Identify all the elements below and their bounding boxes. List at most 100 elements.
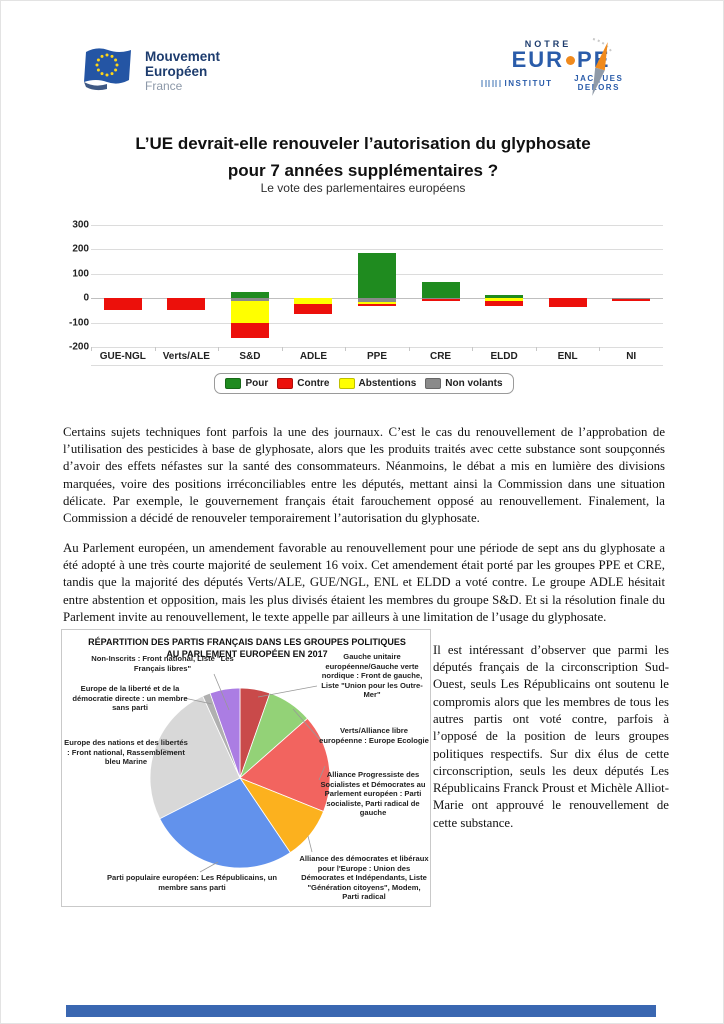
page-title: L’UE devrait-elle renouveler l’autorisat… (63, 130, 663, 184)
x-axis-tick (345, 347, 347, 351)
pie-chart-figure: RÉPARTITION DES PARTIS FRANÇAIS DANS LES… (61, 629, 431, 907)
bar-segment-contre (485, 300, 524, 306)
bar-segment-non-volants (358, 298, 396, 302)
pie-label-sd: Alliance Progressiste des Socialistes et… (320, 770, 426, 818)
pie-label-gue: Gauche unitaire européenne/Gauche verte … (321, 652, 423, 700)
vote-bar-chart: GUE-NGL Verts/ALE S&D ADLE PPE CRE ELDD ENL NI P… (61, 217, 667, 401)
chart-subtitle: Le vote des parlementaires européens (260, 181, 466, 195)
logo-bars-icon (481, 79, 501, 87)
institute-line: INSTITUT JACQUES DELORS (481, 74, 641, 92)
bar-segment-contre (612, 298, 651, 302)
legend-swatch-icon (225, 378, 242, 389)
legend-label: Abstentions (358, 378, 417, 389)
legend-swatch-icon (338, 378, 355, 389)
legend-label: Non volants (445, 378, 503, 389)
gridline (91, 322, 663, 324)
bar-segment-abstentions (230, 300, 269, 323)
body-paragraph-2: Au Parlement européen, un amendement fav… (63, 540, 665, 624)
bar-segment-contre (230, 322, 269, 338)
x-axis-tick (535, 347, 537, 351)
x-axis-category-label: GUE-NGL (99, 351, 146, 362)
legend-label: Contre (297, 378, 330, 389)
pie-label-ppe: Parti populaire européen: Les Républicai… (106, 873, 278, 892)
x-axis-category-label: ADLE (299, 351, 328, 362)
x-axis-tick (154, 347, 156, 351)
institute-word-2: JACQUES DELORS (574, 74, 624, 92)
title-line-2: pour 7 années supplémentaires ? (227, 161, 499, 181)
x-axis-tick (281, 347, 283, 351)
mouvement-europeen-logo: Mouvement Européen France (81, 45, 220, 94)
x-axis-category-label: NI (626, 351, 637, 362)
legend-swatch-icon (425, 378, 442, 389)
page-header: Mouvement Européen France NOTRE EUR PE IN… (1, 38, 723, 109)
footer-accent-bar (66, 1005, 656, 1017)
pie-chart-title: RÉPARTITION DES PARTIS FRANÇAIS DANS LES… (88, 637, 406, 659)
y-axis-tick-label: -100 (68, 317, 89, 329)
gridline (91, 225, 663, 226)
bar-segment-abstentions (294, 298, 333, 304)
legend-box: Pour Contre Abstentions Non volants (214, 373, 514, 394)
bar-segment-non-volants (421, 298, 460, 300)
bar-segment-abstentions (485, 298, 524, 301)
x-axis-category-label: CRE (429, 351, 452, 362)
title-line-1: L’UE devrait-elle renouveler l’autorisat… (135, 134, 591, 154)
logo-line-1: Mouvement (145, 49, 221, 64)
x-axis-tick (218, 347, 220, 351)
x-axis-category-label: S&D (239, 351, 261, 362)
bar-segment-contre (548, 298, 587, 308)
x-axis-tick (91, 347, 92, 351)
x-axis-category-label: ENL (557, 351, 578, 362)
bar-segment-non-volants (230, 298, 269, 301)
x-axis-tick (599, 347, 601, 351)
bar-segment-contre (167, 298, 206, 310)
legend-label: Pour (245, 378, 269, 389)
pie-label-verts: Verts/Alliance libre européenne : Europe… (319, 726, 429, 745)
chart-legend: Pour Contre Abstentions Non volants (61, 373, 667, 394)
x-axis-category-label: Verts/ALE (162, 351, 210, 362)
bar-segment-pour (485, 295, 524, 299)
y-axis-tick-label: 300 (72, 219, 89, 231)
bar-segment-contre (421, 299, 460, 301)
legend-item: Pour (225, 378, 268, 389)
bar-segment-non-volants (612, 298, 651, 299)
pie-label-non-inscrits: Non-Inscrits : Front national, Liste "Le… (91, 654, 234, 673)
y-axis-tick-label: -200 (68, 341, 89, 353)
bar-segment-pour (358, 253, 396, 299)
europe-word-left: EUR (511, 47, 565, 72)
notre-label: NOTRE (524, 39, 572, 49)
pie-label-eldd: Europe de la liberté et de la démocratie… (72, 684, 188, 713)
x-axis-tick (472, 347, 474, 351)
x-axis-category-label: ELDD (490, 351, 518, 362)
bar-x-axis-labels: GUE-NGL Verts/ALE S&D ADLE PPE CRE ELDD ENL NI (91, 349, 663, 366)
legend-item: Abstentions (338, 378, 417, 389)
legend-item: Non volants (425, 378, 503, 389)
gridline (91, 347, 663, 348)
y-axis-tick-label: 0 (83, 292, 89, 304)
logo-line-2: Européen (145, 64, 208, 79)
y-axis-tick-label: 100 (72, 268, 89, 280)
bar-plot-area (91, 225, 663, 348)
bar-segment-contre (358, 303, 396, 306)
bar-segment-abstentions (358, 301, 396, 304)
pie-chart (149, 687, 331, 869)
side-paragraph: Il est intéressant d’observer que parmi … (433, 642, 669, 830)
mouvement-europeen-wordmark: Mouvement Européen France (145, 45, 220, 94)
eu-flag-icon (84, 48, 131, 91)
institute-word-1: INSTITUT (504, 78, 553, 88)
pie-label-enl: Europe des nations et des libertés : Fro… (64, 738, 188, 767)
x-axis-category-label: PPE (366, 351, 387, 362)
notre-europe-logo: NOTRE EUR PE INSTITUT JACQUES DELORS (481, 38, 641, 105)
legend-item: Contre (277, 378, 330, 389)
bar-segment-pour (421, 282, 460, 299)
gridline (91, 249, 663, 251)
logo-line-3: France (145, 79, 183, 93)
bar-segment-pour (230, 292, 269, 299)
bar-segment-contre (294, 303, 333, 315)
x-axis-tick (408, 347, 410, 351)
compass-dot-icon (566, 55, 576, 65)
bar-segment-contre (103, 298, 142, 311)
europe-word-right: PE (577, 47, 611, 72)
legend-swatch-icon (277, 378, 294, 389)
body-paragraph-1: Certains sujets techniques font parfois … (63, 424, 665, 526)
